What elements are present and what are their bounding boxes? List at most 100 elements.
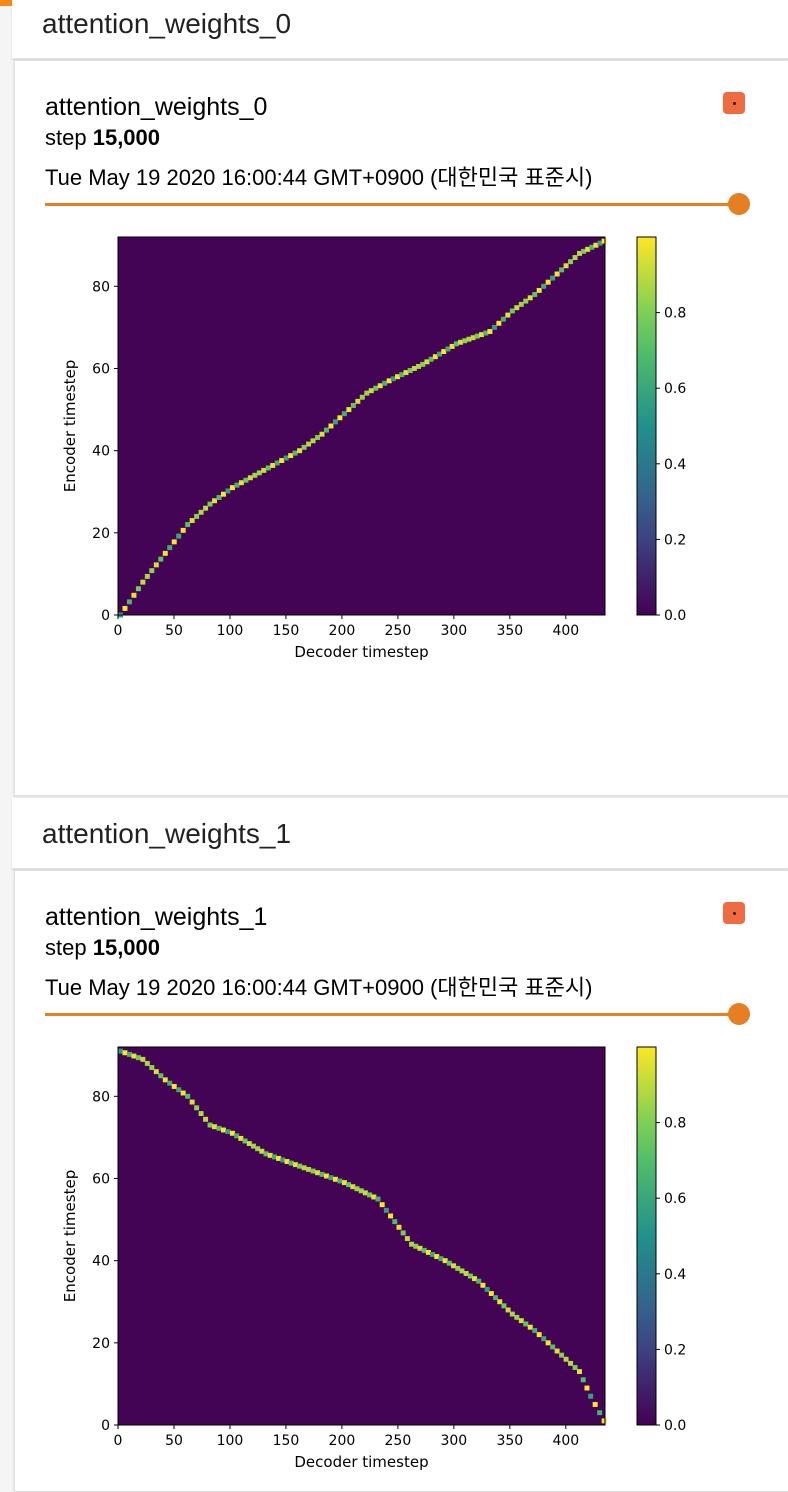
attention-cell: [337, 415, 343, 421]
colorbar-tick-label: 0.8: [664, 1116, 686, 1132]
attention-cell: [425, 1249, 431, 1255]
attention-cell: [416, 363, 422, 369]
attention-cell: [577, 250, 582, 256]
attention-cell: [118, 1048, 123, 1054]
colorbar-tick-label: 0.6: [664, 1191, 686, 1207]
attention-cell: [126, 599, 132, 605]
x-tick-label: 200: [329, 1433, 356, 1449]
attention-cell: [367, 1192, 373, 1198]
attention-cell: [297, 448, 303, 454]
step-value: 15,000: [92, 125, 161, 150]
attention-cell: [274, 460, 280, 466]
attention-cell: [341, 411, 347, 417]
y-tick-label: 80: [92, 279, 110, 295]
attention-cell: [388, 1213, 394, 1219]
y-tick-label: 0: [101, 1418, 110, 1434]
colorbar-tick-label: 0.0: [664, 608, 686, 624]
heatmap-figure: 0 50 100 150 200 250 300 350 400 0 20 40 60 80 Decoder…: [61, 1046, 686, 1471]
attention-cell: [383, 1207, 389, 1213]
y-tick-label: 40: [92, 1254, 110, 1270]
attention-cell: [572, 255, 578, 261]
attention-cell: [216, 1125, 222, 1131]
attention-cell: [171, 539, 177, 545]
attention-cell: [246, 1141, 252, 1147]
attention-cell: [319, 1171, 325, 1177]
attention-cell: [194, 1105, 200, 1111]
section-header-1[interactable]: attention_weights_1: [12, 798, 788, 869]
attention-cell: [459, 1268, 465, 1274]
attention-cell: [229, 485, 235, 491]
attention-cell: [375, 1196, 381, 1202]
slider-thumb[interactable]: [728, 193, 750, 215]
attention-cell: [225, 488, 231, 494]
attention-cell: [198, 509, 204, 515]
attention-cell: [568, 259, 574, 265]
x-tick-label: 100: [217, 623, 244, 639]
card-menu-button[interactable]: [723, 902, 745, 924]
timestamp: Tue May 19 2020 16:00:44 GMT+0900 (대한민국 …: [45, 975, 593, 1000]
attention-cell: [432, 354, 438, 360]
step-label: step 15,000: [45, 935, 161, 960]
attention-cell: [310, 1168, 316, 1174]
attention-cell: [462, 338, 468, 344]
attention-cell: [438, 1256, 444, 1262]
attention-cell: [176, 1087, 182, 1093]
attention-cell: [341, 1180, 347, 1186]
attention-cell: [514, 305, 520, 311]
attention-cell: [396, 1224, 402, 1230]
plot-frame: [117, 236, 606, 616]
attention-cell: [176, 533, 182, 539]
x-tick-label: 250: [385, 1433, 412, 1449]
attention-cell: [284, 1159, 290, 1164]
attention-cell: [207, 1122, 213, 1128]
attention-cell: [198, 1111, 204, 1117]
step-slider[interactable]: [45, 1013, 739, 1016]
x-tick-label: 0: [114, 623, 123, 639]
attention-cell: [153, 562, 159, 568]
attention-cell: [434, 1254, 440, 1260]
attention-cell: [359, 394, 365, 400]
x-tick-label: 150: [273, 1433, 300, 1449]
attention-cell: [373, 385, 379, 391]
attention-cell: [212, 1124, 218, 1130]
attention-cell: [265, 465, 271, 471]
attention-cell: [386, 378, 392, 384]
card-title: attention_weights_1: [45, 903, 268, 931]
attention-cell: [252, 472, 258, 478]
attention-cell: [328, 1175, 334, 1181]
attention-cell: [263, 1151, 269, 1157]
colorbar: [636, 1046, 657, 1426]
y-tick-label: 20: [92, 526, 110, 542]
x-axis-label: Decoder timestep: [294, 1453, 428, 1471]
step-slider[interactable]: [45, 203, 739, 206]
attention-cell: [487, 329, 493, 334]
attention-cell: [580, 1377, 586, 1383]
image-card-0: attention_weights_0 step 15,000 Tue May …: [14, 60, 788, 796]
attention-cell: [382, 380, 388, 386]
colorbar: [636, 236, 657, 616]
attention-cell: [153, 1069, 159, 1075]
attention-cell: [377, 383, 383, 389]
attention-cell: [238, 480, 244, 486]
attention-cell: [140, 1056, 146, 1062]
attention-cell: [597, 240, 603, 246]
attention-cell: [194, 513, 200, 519]
x-tick-label: 100: [217, 1433, 244, 1449]
attention-cell: [362, 1190, 368, 1196]
attention-cell: [332, 419, 338, 425]
card-menu-button[interactable]: [723, 92, 745, 114]
attention-cell: [458, 339, 464, 345]
attention-cell: [358, 1188, 364, 1194]
attention-cell: [368, 388, 374, 394]
y-tick-label: 80: [92, 1089, 110, 1105]
attention-cell: [247, 475, 253, 481]
attention-cell: [550, 1344, 556, 1350]
x-tick-label: 350: [496, 623, 523, 639]
attention-cell: [523, 1321, 529, 1327]
image-card-1: attention_weights_1 step 15,000 Tue May …: [14, 870, 788, 1492]
section-header-0[interactable]: attention_weights_0: [12, 0, 788, 59]
attention-cell: [122, 605, 128, 611]
slider-thumb[interactable]: [728, 1003, 750, 1025]
attention-cell: [171, 1083, 177, 1089]
attention-cell: [140, 579, 146, 585]
